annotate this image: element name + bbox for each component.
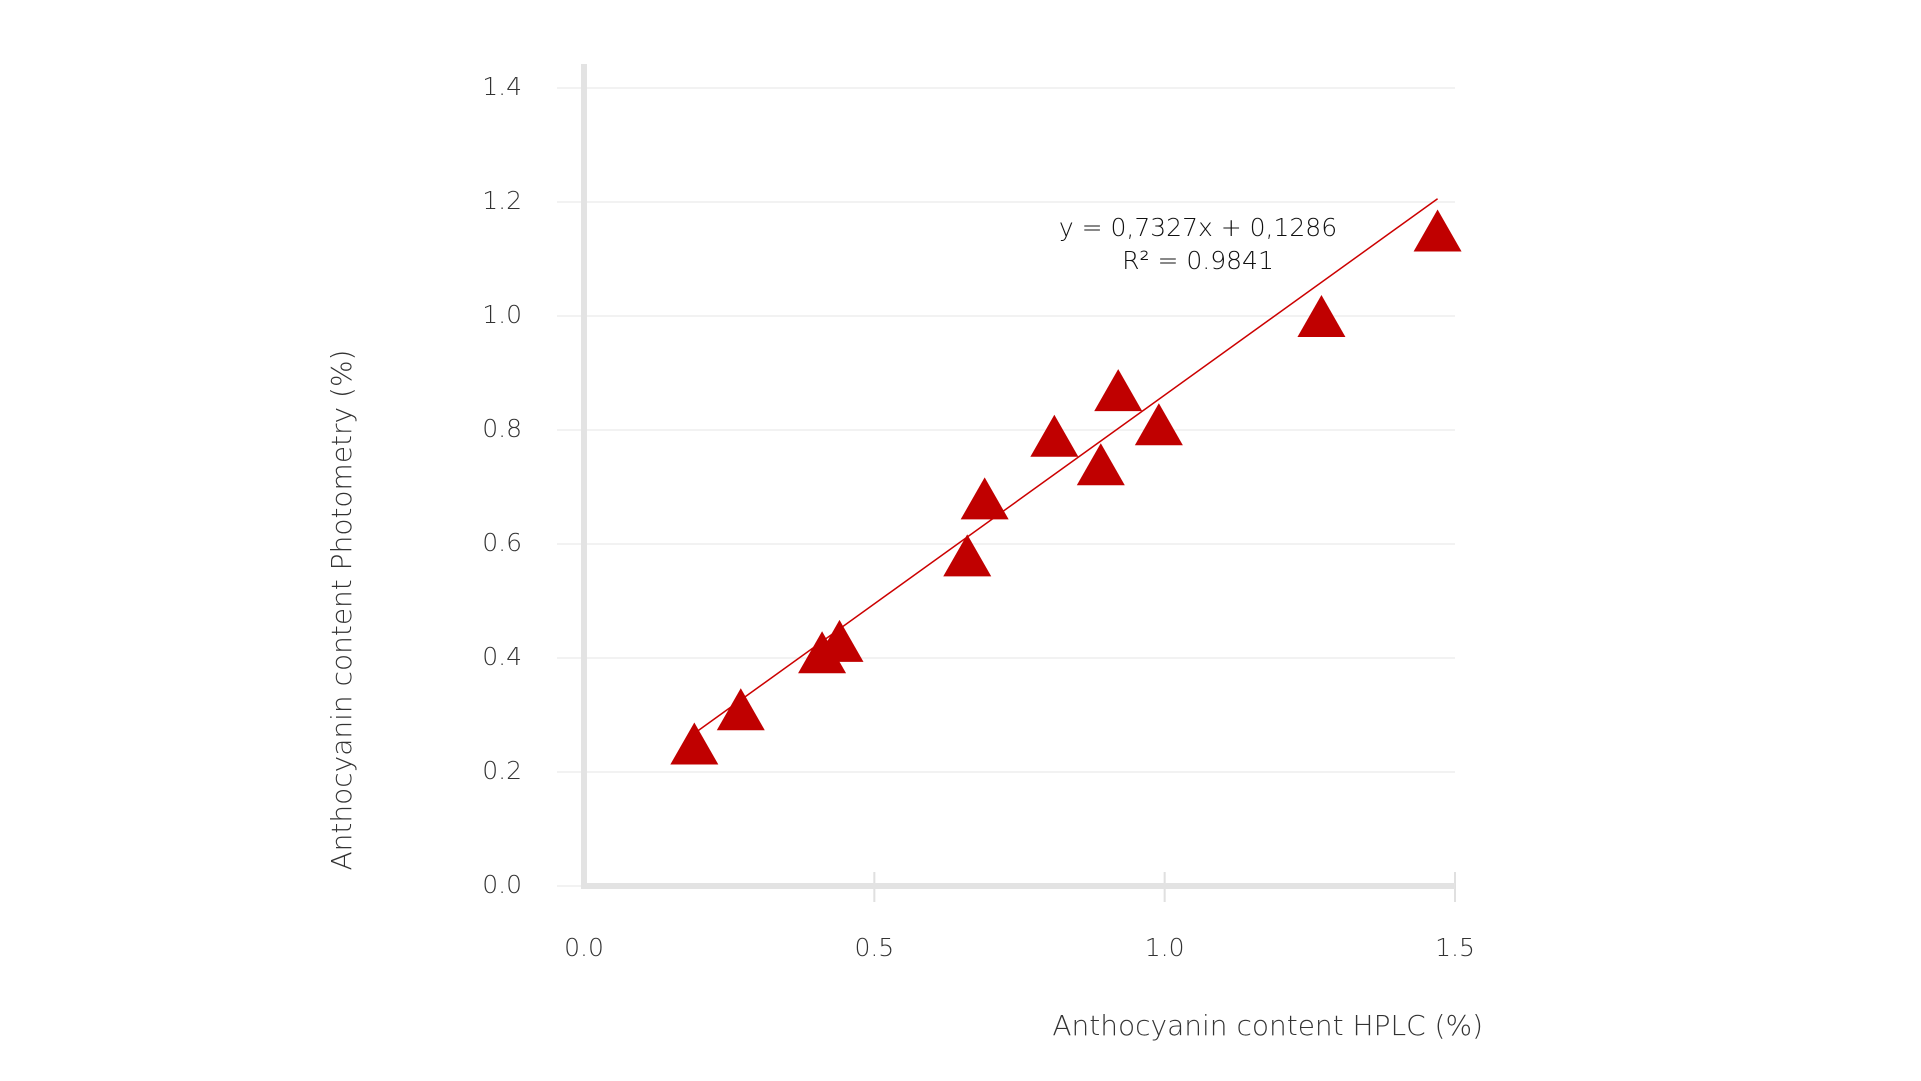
point [1030,414,1079,457]
y-tick-label: 0.6 [482,528,522,557]
y-tick-label: 0.8 [482,414,522,443]
x-tick-label: 1.5 [1435,933,1475,962]
point [1413,209,1462,252]
trendline [693,198,1439,734]
point [1297,295,1346,337]
y-tick-label: 1.4 [482,72,522,101]
point [1094,369,1143,412]
y-tick-label: 0.4 [482,642,522,671]
y-tick-label: 1.2 [482,186,522,215]
x-tick-label: 0.0 [564,933,604,962]
y-tick-label: 0.2 [482,756,522,785]
point [1134,403,1183,446]
y-tick-label: 1.0 [482,300,522,329]
point [670,722,719,765]
x-axis-title: Anthocyanin content HPLC (%) [1052,1009,1483,1042]
y-tick-label: 0.0 [482,870,522,899]
y-axis-title: Anthocyanin content Photometry (%) [325,350,358,871]
point [943,534,992,577]
point [716,688,765,731]
x-tick-label: 1.0 [1145,933,1185,962]
point [1076,443,1125,486]
point [815,619,864,662]
r-squared: R² = 0.9841 [1122,246,1274,275]
x-tick-label: 0.5 [854,933,894,962]
point [960,477,1009,520]
equation: y = 0,7327x + 0,1286 [1059,213,1337,242]
